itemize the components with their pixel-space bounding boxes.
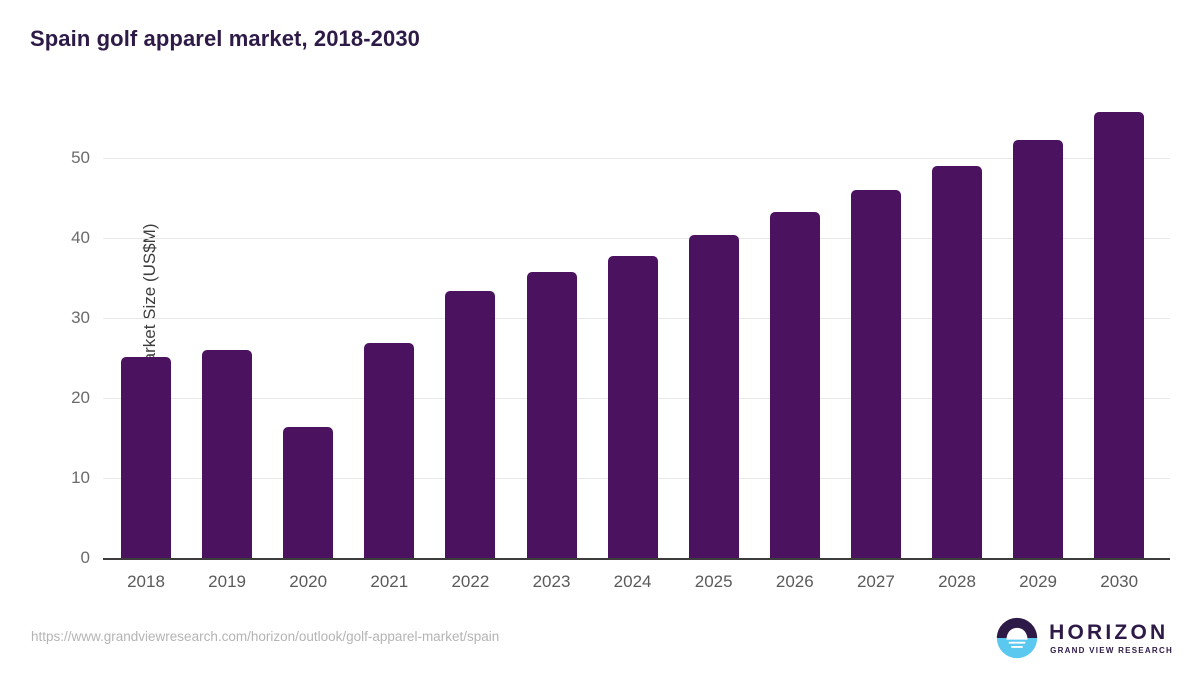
y-axis-tick-label: 50 [71, 148, 90, 167]
x-axis-tick-label: 2019 [208, 572, 246, 591]
horizon-logo-mark-icon [996, 617, 1038, 659]
bar[interactable] [1013, 140, 1064, 558]
horizon-logo-wordmark: HORIZON [1049, 620, 1169, 644]
x-axis-tick-label: 2030 [1100, 572, 1139, 591]
x-axis-tick-label: 2024 [613, 572, 652, 591]
source-url[interactable]: https://www.grandviewresearch.com/horizo… [31, 629, 500, 644]
bar[interactable] [121, 357, 171, 558]
x-axis-tick-label: 2029 [1019, 572, 1057, 591]
bar[interactable] [607, 255, 658, 558]
horizon-logo-text: HORIZON GRAND VIEW RESEARCH [1049, 622, 1173, 655]
bar[interactable] [202, 350, 253, 558]
x-axis-tick-label: 2020 [289, 572, 328, 591]
y-axis-tick-label: 20 [71, 388, 90, 407]
gridline [103, 238, 1170, 239]
x-axis-tick-label: 2023 [532, 572, 571, 591]
y-axis-tick-label: 0 [80, 548, 90, 567]
x-axis-tick-label: 2027 [856, 572, 895, 591]
bar[interactable] [526, 272, 577, 558]
y-axis-tick-label: 40 [71, 228, 90, 247]
x-axis-tick-label: 2025 [694, 572, 733, 591]
x-axis-line [103, 558, 1170, 560]
y-axis-tick-label: 30 [71, 308, 90, 327]
bar[interactable] [283, 426, 334, 558]
x-axis-tick-label: 2028 [938, 572, 976, 591]
x-axis-tick-label: 2022 [451, 572, 490, 591]
bar[interactable] [688, 234, 739, 558]
bar-series [103, 98, 1170, 558]
bar[interactable] [932, 166, 982, 558]
x-axis-tick-label: 2026 [775, 572, 814, 591]
y-axis-tick-label: 10 [71, 468, 90, 487]
bar[interactable] [364, 342, 415, 558]
bar[interactable] [1094, 111, 1145, 558]
bar[interactable] [850, 190, 901, 558]
x-axis-tick-label: 2021 [370, 572, 409, 591]
horizon-logo-tagline: GRAND VIEW RESEARCH [1050, 645, 1173, 655]
horizon-logo[interactable]: HORIZON GRAND VIEW RESEARCH [996, 617, 1173, 659]
bar[interactable] [445, 290, 496, 558]
gridline [103, 158, 1170, 159]
x-axis-tick-label: 2018 [127, 572, 165, 591]
bar[interactable] [769, 212, 820, 558]
page-title: Spain golf apparel market, 2018-2030 [30, 26, 420, 51]
